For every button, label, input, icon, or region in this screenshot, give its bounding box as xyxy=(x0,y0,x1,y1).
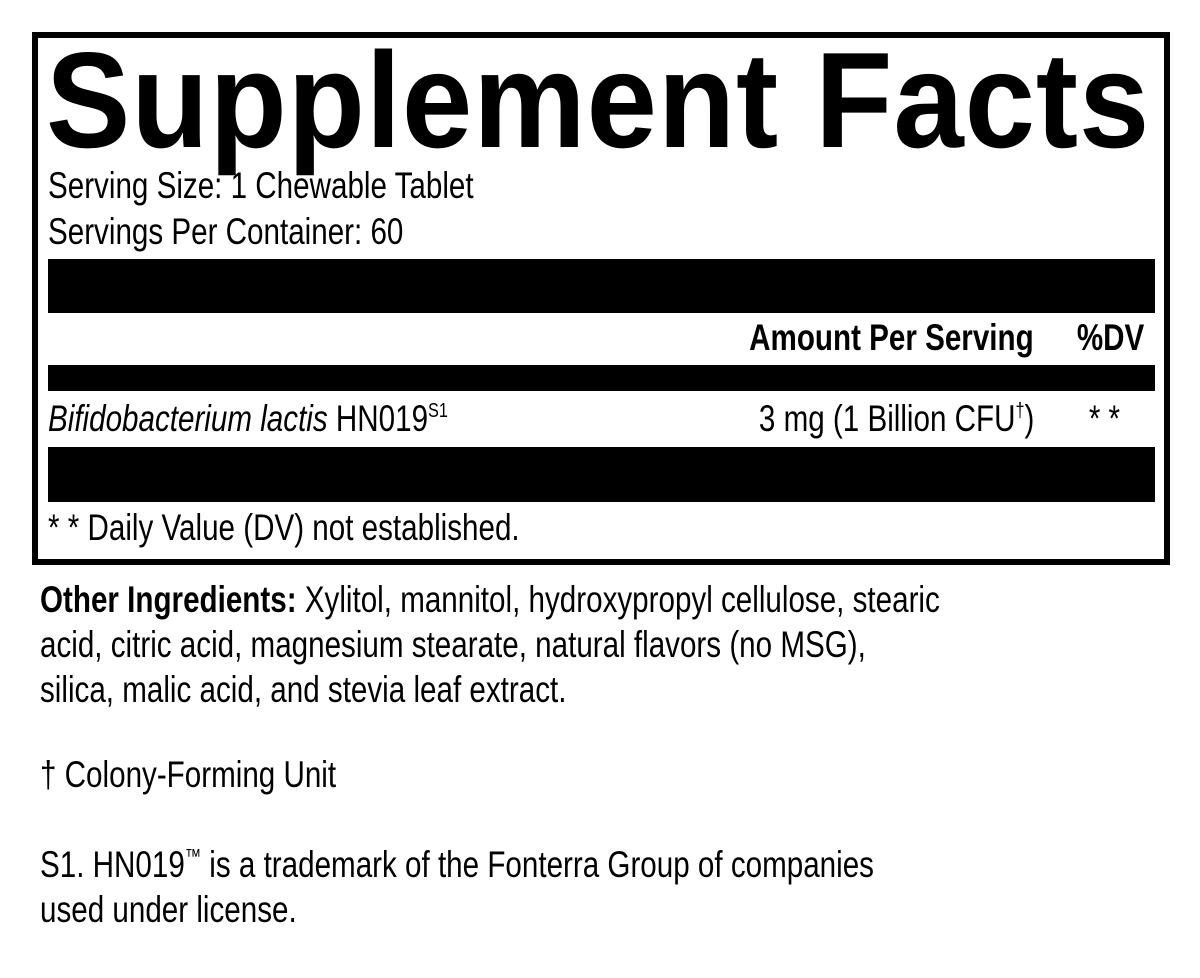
trademark-symbol: ™ xyxy=(184,845,202,868)
amount-dagger: † xyxy=(1015,399,1025,422)
panel-title: Supplement Facts xyxy=(46,24,1151,176)
divider-thick-bottom xyxy=(48,447,1155,502)
dv-footnote: * * Daily Value (DV) not established. xyxy=(48,507,520,548)
ingredient-dv: * * xyxy=(1088,398,1120,439)
servings-per-container: Servings Per Container: 60 xyxy=(48,211,404,252)
trademark-text: is a trademark of the Fonterra Group of … xyxy=(201,844,874,885)
amount-text: 3 mg (1 Billion CFU xyxy=(758,398,1016,439)
dagger-note: † Colony-Forming Unit xyxy=(40,754,337,795)
ingredient-name: Bifidobacterium lactis HN019S1 xyxy=(48,399,448,439)
amount-close: ) xyxy=(1024,398,1034,439)
ingredient-strain: HN019 xyxy=(327,398,429,439)
other-ingredients-text: Xylitol, mannitol, hydroxypropyl cellulo… xyxy=(296,579,940,620)
divider-medium xyxy=(48,365,1155,391)
other-ingredients-line-1: Other Ingredients: Xylitol, mannitol, hy… xyxy=(40,580,940,620)
trademark-note-line-2: used under license. xyxy=(40,889,297,930)
divider-thick xyxy=(48,259,1155,313)
ingredient-species: Bifidobacterium lactis xyxy=(48,398,328,439)
trademark-prefix: S1. HN019 xyxy=(40,844,185,885)
trademark-note-line-1: S1. HN019™ is a trademark of the Fonterr… xyxy=(40,845,874,885)
other-ingredients-line-2: acid, citric acid, magnesium stearate, n… xyxy=(40,624,866,665)
supplement-facts-panel xyxy=(32,32,1170,565)
ingredient-amount: 3 mg (1 Billion CFU†) xyxy=(758,399,1034,439)
other-ingredients-label: Other Ingredients: xyxy=(40,579,297,620)
other-ingredients-line-3: silica, malic acid, and stevia leaf extr… xyxy=(40,669,567,710)
header-dv: %DV xyxy=(1076,317,1144,358)
header-amount-per-serving: Amount Per Serving xyxy=(749,317,1034,358)
serving-size: Serving Size: 1 Chewable Tablet xyxy=(48,165,474,206)
ingredient-superscript: S1 xyxy=(428,399,448,422)
